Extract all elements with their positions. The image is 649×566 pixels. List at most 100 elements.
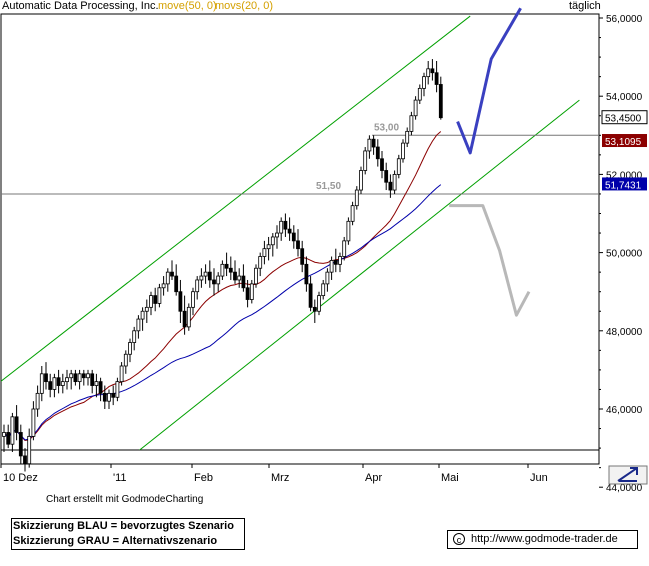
chart-title: Automatic Data Processing, Inc. (2, 0, 159, 12)
candle-body (350, 205, 355, 222)
horizontal-levels: 53,00 51,50 (1, 122, 599, 195)
candle-body (317, 295, 321, 312)
candle (65, 369, 69, 390)
trend-channel (1, 15, 580, 450)
candle-body (367, 138, 372, 152)
candle-body (405, 130, 410, 144)
candle-body (65, 377, 69, 383)
candle (119, 362, 124, 386)
candle-body (90, 373, 95, 386)
candle (174, 264, 179, 296)
x-tick-label: Feb (194, 472, 213, 484)
candle-body (270, 236, 275, 246)
candle (102, 385, 107, 409)
y-tick-label: 50,0000 (606, 249, 643, 260)
candle-body (161, 283, 166, 289)
scenario-blue-path (456, 7, 522, 155)
candle-body (199, 275, 204, 281)
candle-body (426, 68, 431, 78)
candle (60, 373, 65, 394)
candle-body (258, 256, 263, 269)
price-tag-bg (602, 134, 647, 148)
candle (237, 268, 242, 288)
candle (136, 315, 141, 339)
candle-body (233, 271, 237, 281)
x-tick-label: Mai (441, 472, 459, 484)
candle (422, 72, 426, 97)
candle (56, 369, 61, 394)
x-axis: 10 Dez '11 Feb Mrz Apr Mai Jun (0, 464, 548, 484)
candle (14, 405, 19, 441)
candle-body (132, 330, 137, 343)
candle-body (296, 240, 300, 250)
x-tick-label: Apr (365, 472, 382, 484)
ma-slow-line (3, 184, 442, 441)
candle-body (60, 381, 65, 386)
y-tick-label: 56,0000 (606, 14, 643, 25)
candle-body (111, 392, 116, 398)
candle (182, 295, 187, 335)
candle (48, 373, 53, 398)
candle-body (254, 267, 258, 285)
candle-body (220, 263, 225, 277)
candle-body (245, 287, 250, 300)
candle (111, 385, 116, 406)
ma50-label: move(50, 0) (158, 0, 217, 12)
candle (384, 162, 389, 191)
candle-body (191, 291, 195, 308)
period-label: täglich (569, 0, 601, 12)
candle-body (178, 291, 183, 312)
candle (279, 217, 284, 241)
candle (94, 373, 99, 398)
price-tag-label: 51,7431 (605, 180, 642, 191)
candle-body (165, 271, 170, 285)
candle (132, 326, 137, 351)
candle (115, 377, 120, 402)
candle-body (275, 232, 279, 238)
candle (207, 260, 212, 288)
candle (245, 279, 250, 308)
candle (233, 260, 237, 284)
candle (262, 240, 267, 265)
candle-body (304, 263, 309, 285)
candle (195, 276, 200, 300)
candle-body (136, 318, 141, 332)
x-tick-label: Jun (530, 472, 548, 484)
candle (258, 252, 263, 277)
source-url: http://www.godmode-trader.de (471, 533, 618, 545)
candle (254, 264, 258, 288)
candle-body (107, 392, 111, 402)
candle (409, 111, 414, 136)
candle (430, 59, 435, 81)
candle (380, 150, 384, 179)
candle-body (338, 256, 342, 265)
candle (338, 252, 342, 273)
candle (220, 260, 225, 280)
candle-body (18, 432, 23, 457)
candle (212, 268, 216, 296)
candle-body (291, 232, 296, 242)
candle (90, 369, 95, 394)
candle (367, 135, 372, 159)
candle-body (203, 271, 208, 277)
y-tick-label: 52,0000 (606, 170, 643, 181)
candle (224, 252, 229, 277)
candle-body (69, 373, 74, 379)
candle (275, 225, 279, 249)
candle-body (6, 432, 11, 445)
candle (417, 84, 422, 105)
source-link[interactable]: c http://www.godmode-trader.de (447, 530, 638, 549)
candle-body (174, 275, 179, 293)
candle (283, 213, 288, 237)
candle (153, 287, 158, 312)
candle (98, 377, 103, 402)
candle (325, 268, 330, 292)
channel-upper-line (1, 15, 471, 382)
candle (287, 217, 292, 241)
candle (107, 389, 111, 409)
moving-averages (3, 131, 442, 441)
candle (203, 264, 208, 284)
candle (392, 170, 397, 194)
candle (346, 217, 351, 245)
scenario-sketches (449, 7, 531, 317)
